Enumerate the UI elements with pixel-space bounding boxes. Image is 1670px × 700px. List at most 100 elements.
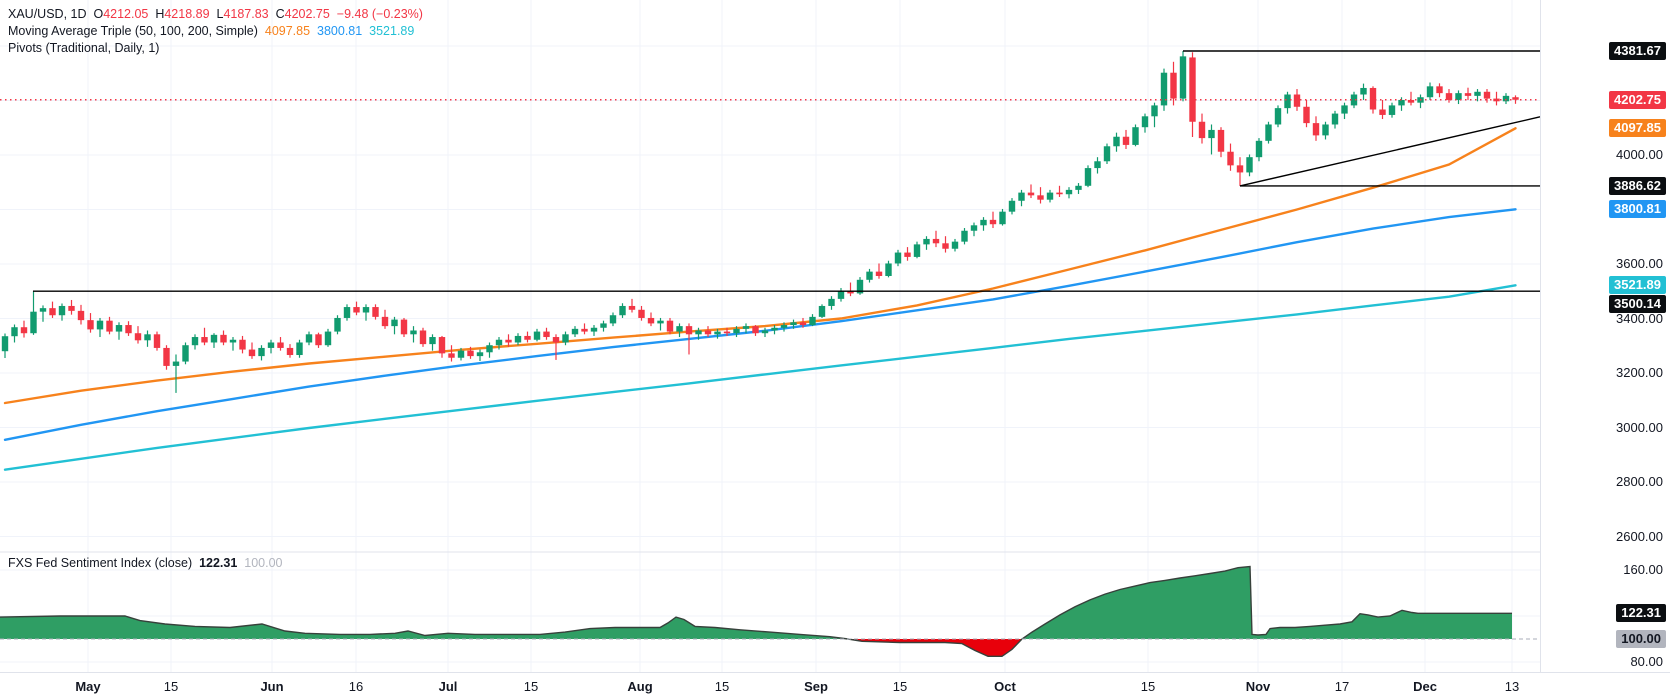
- price-tick-label: 3200.00: [1616, 365, 1663, 380]
- candle-body: [1018, 192, 1025, 201]
- time-label-month: Jun: [260, 679, 284, 694]
- candle-body: [771, 327, 778, 331]
- ma200-value: 3521.89: [369, 24, 415, 38]
- ma50-value: 4097.85: [264, 24, 311, 38]
- candle-body: [30, 311, 37, 334]
- price-axis[interactable]: 4381.67 4202.75 4097.85 4000.00 3886.62 3800.…: [1540, 0, 1670, 672]
- candle-body: [448, 353, 455, 358]
- candle-body: [163, 347, 170, 366]
- candle-body: [885, 263, 892, 276]
- main-legend[interactable]: XAU/USD, 1D O4212.05 H4218.89 L4187.83 C…: [8, 6, 423, 57]
- ma-legend-row[interactable]: Moving Average Triple (50, 100, 200, Sim…: [8, 23, 423, 40]
- candle-body: [1236, 165, 1244, 173]
- ma-line-50: [3, 127, 1517, 405]
- candle-body: [87, 320, 94, 330]
- time-label-day: 15: [714, 679, 730, 694]
- candle-body: [1455, 93, 1462, 100]
- candle-body: [495, 339, 503, 346]
- candle-body: [1312, 123, 1320, 136]
- candle-body: [1293, 94, 1301, 107]
- sentiment-legend-row[interactable]: FXS Fed Sentiment Index (close) 122.31 1…: [8, 556, 282, 570]
- candle-body: [1094, 161, 1101, 169]
- candle-body: [894, 252, 902, 264]
- candle-body: [11, 327, 18, 337]
- candle-body: [505, 339, 512, 343]
- candle-body: [172, 361, 180, 366]
- candle-body: [780, 325, 788, 328]
- time-label-month: May: [75, 679, 101, 694]
- price-badge: 3500.14: [1609, 295, 1666, 314]
- time-label-month: Jul: [438, 679, 458, 694]
- candle-body: [752, 326, 759, 334]
- candle-body: [1255, 140, 1263, 158]
- candle-body: [467, 350, 474, 357]
- candle-body: [543, 331, 550, 338]
- candle-body: [638, 309, 645, 318]
- candle-body: [1113, 136, 1120, 147]
- candle-body: [1322, 124, 1329, 136]
- candle-body: [457, 350, 465, 358]
- candle-body: [1331, 113, 1339, 125]
- candle-body: [248, 349, 256, 357]
- candle-body: [381, 316, 389, 327]
- time-label-month: Dec: [1413, 679, 1437, 694]
- candle-body: [1274, 108, 1282, 125]
- sentiment-line: [0, 565, 1512, 657]
- sentiment-area-negative: [0, 639, 1512, 657]
- candle-body: [856, 279, 864, 294]
- time-label-month: Oct: [994, 679, 1016, 694]
- candle-body: [913, 244, 921, 257]
- candle-body: [904, 252, 911, 257]
- candle-body: [514, 335, 522, 343]
- candle-body: [286, 347, 294, 356]
- candle-body: [1217, 129, 1225, 152]
- pivots-legend-row[interactable]: Pivots (Traditional, Daily, 1): [8, 40, 423, 57]
- candle-body: [1464, 93, 1472, 96]
- candle-body: [296, 342, 303, 356]
- candle-body: [1170, 72, 1177, 99]
- candle-body: [476, 352, 484, 357]
- candle-body: [657, 320, 664, 324]
- time-label-month: Sep: [804, 679, 828, 694]
- candle-body: [1303, 106, 1310, 124]
- candle-body: [115, 325, 123, 332]
- candle-body: [1056, 192, 1063, 195]
- candle-body: [847, 290, 854, 294]
- candle-body: [723, 331, 731, 334]
- candle-body: [695, 330, 702, 335]
- price-badge: 4381.67: [1609, 41, 1666, 60]
- candle-body: [524, 335, 531, 340]
- candle-body: [1265, 124, 1272, 141]
- candle-body: [400, 319, 408, 335]
- candle-body: [875, 271, 883, 276]
- symbol-legend-row[interactable]: XAU/USD, 1D O4212.05 H4218.89 L4187.83 C…: [8, 6, 423, 23]
- candle-body: [628, 305, 636, 310]
- time-label-day: 15: [523, 679, 539, 694]
- candle-body: [334, 317, 341, 332]
- ma-line-100: [3, 208, 1517, 441]
- candle-body: [1027, 192, 1035, 196]
- candle-body: [923, 238, 930, 245]
- candle-body: [961, 230, 968, 242]
- candle-body: [1046, 192, 1054, 200]
- candle-body: [571, 328, 579, 335]
- candle-body: [1246, 157, 1253, 173]
- candle-body: [1426, 86, 1434, 98]
- candle-body: [267, 342, 275, 348]
- ohlc-open-key: O: [93, 7, 104, 21]
- candle-body: [419, 330, 427, 345]
- time-axis[interactable]: May 15 Jun 16 Jul 15 Aug 15 Sep 15 Oct 15 Nov 17 Dec 13: [0, 672, 1670, 700]
- candle-body: [1037, 195, 1044, 200]
- candle-body: [20, 327, 28, 334]
- price-badge: 4097.85: [1609, 119, 1666, 138]
- trendline: [1239, 116, 1541, 187]
- candle-body: [1075, 185, 1082, 190]
- sentiment-badge: 100.00: [1616, 630, 1666, 648]
- candle-body: [144, 334, 151, 341]
- candle-body: [353, 307, 360, 313]
- candle-body: [182, 345, 189, 362]
- candle-body: [1379, 109, 1386, 115]
- sentiment-badge: 122.31: [1616, 604, 1666, 623]
